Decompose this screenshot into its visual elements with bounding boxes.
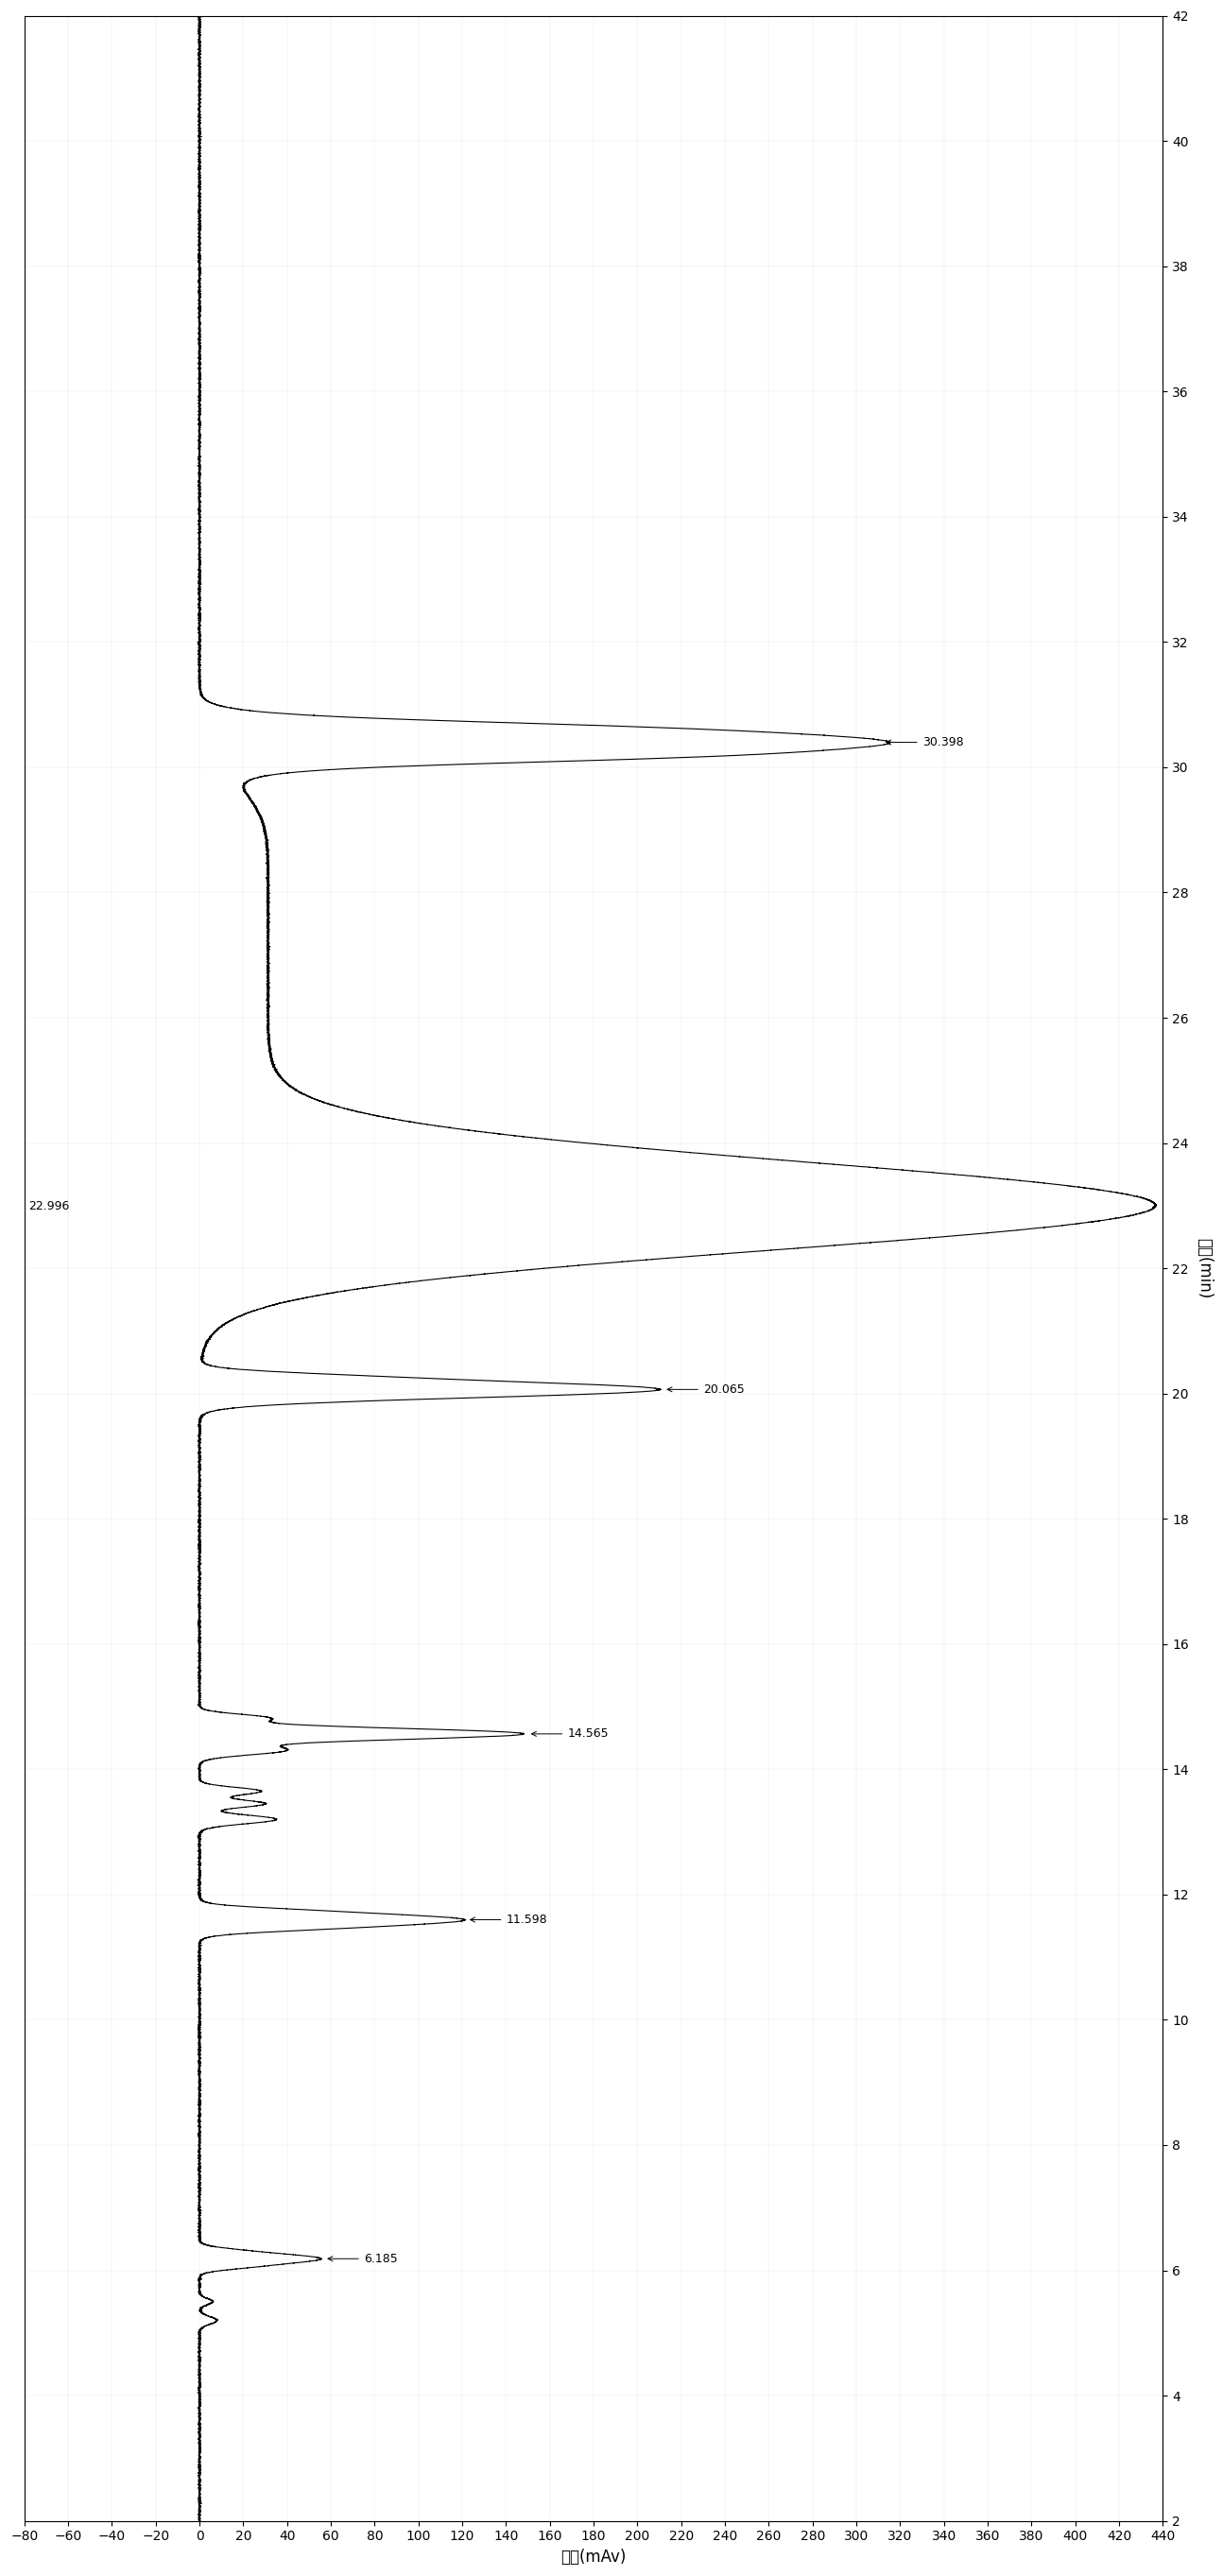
Text: 20.065: 20.065 xyxy=(668,1383,745,1396)
Y-axis label: 时间(min): 时间(min) xyxy=(1196,1239,1212,1298)
Text: 14.565: 14.565 xyxy=(532,1728,609,1739)
Text: 11.598: 11.598 xyxy=(471,1914,547,1927)
Text: 30.398: 30.398 xyxy=(887,737,964,750)
Text: 22.996: 22.996 xyxy=(28,1200,70,1213)
Text: 6.185: 6.185 xyxy=(328,2251,397,2264)
X-axis label: 信号(mAv): 信号(mAv) xyxy=(561,2548,626,2566)
